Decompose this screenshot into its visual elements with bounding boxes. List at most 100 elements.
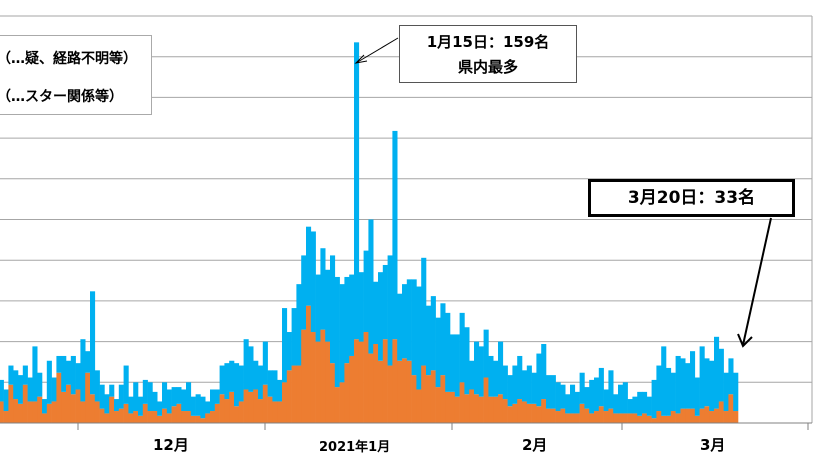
bar-segment-unknown-route [555,411,561,423]
bar-segment-unknown-route [406,360,412,423]
bar-segment-unknown-route [70,394,76,423]
bar-segment-unknown-route [282,382,288,423]
arrowhead-latest [737,333,753,348]
bar-segment-unknown-route [598,406,604,423]
bar-segment-cluster [66,360,72,385]
bar-segment-cluster [406,279,412,361]
bar-segment-cluster [411,279,417,376]
bar-segment-cluster [210,389,216,412]
bar-segment-cluster [661,346,667,416]
bar-segment-unknown-route [214,403,220,423]
bar-segment-cluster [450,334,456,392]
bar-segment-cluster [656,365,662,412]
annotation-latest: 3月20日：33名 [588,179,795,217]
bar-segment-unknown-route [498,394,504,423]
bar-segment-unknown-route [18,403,24,423]
bar-segment-cluster [171,387,177,407]
bar-segment-unknown-route [166,413,172,423]
bar-segment-cluster [37,372,43,397]
bar-segment-cluster [430,296,436,371]
bar-segment-unknown-route [248,391,254,423]
bar-segment-unknown-route [474,394,480,423]
bar-segment-cluster [306,226,312,306]
bar-segment-cluster [469,360,475,390]
bar-segment-unknown-route [570,413,576,423]
bar-segment-unknown-route [435,387,441,423]
bar-segment-unknown-route [378,360,384,423]
bar-segment-cluster [522,370,528,402]
bar-segment-unknown-route [229,391,235,423]
bar-segment-unknown-route [517,399,523,423]
bar-segment-cluster [445,312,451,392]
bar-segment-unknown-route [291,365,297,423]
bar-segment-unknown-route [709,411,715,423]
bar-segment-cluster [459,312,465,383]
bar-segment-unknown-route [8,384,14,423]
bar-segment-cluster [301,255,307,330]
bar-segment-cluster [541,343,547,400]
bar-segment-cluster [22,365,28,385]
bar-segment-cluster [176,387,182,404]
bar-segment-cluster [277,379,283,402]
bar-segment-unknown-route [310,332,316,423]
bar-segment-unknown-route [123,403,129,423]
bar-segment-cluster [128,396,134,414]
bar-segment-unknown-route [541,399,547,423]
bar-segment-cluster [190,396,196,416]
bar-segment-cluster [622,382,628,414]
bar-segment-unknown-route [656,411,662,423]
bar-segment-cluster [46,360,52,404]
bar-segment-unknown-route [142,403,148,423]
bar-segment-cluster [550,375,556,409]
bar-segment-unknown-route [733,411,739,423]
bar-segment-cluster [512,365,518,404]
bar-segment-cluster [3,389,9,412]
bar-segment-cluster [435,317,441,388]
bar-segment-cluster [402,284,408,359]
bar-segment-cluster [493,360,499,397]
bar-segment-unknown-route [464,394,470,423]
bar-segment-unknown-route [579,403,585,423]
bar-segment-cluster [378,272,384,361]
bar-segment-cluster [99,384,105,409]
bar-segment-cluster [714,336,720,409]
arrowhead-peak [354,54,368,64]
bar-segment-cluster [80,339,86,402]
bar-segment-unknown-route [118,408,124,423]
bar-segment-unknown-route [46,403,52,423]
bar-segment-unknown-route [670,411,676,423]
bar-segment-unknown-route [704,406,710,423]
bar-segment-cluster [570,384,576,414]
bar-segment-unknown-route [42,413,48,423]
bar-segment-cluster [253,360,259,390]
bar-segment-unknown-route [176,403,182,423]
bar-segment-unknown-route [589,413,595,423]
bar-segment-cluster [109,384,115,397]
bar-segment-cluster [728,358,734,395]
bar-segment-cluster [325,269,331,342]
bar-segment-cluster [90,291,96,395]
bar-segment-cluster [632,396,638,414]
x-tick-label-jan: 2021年1月 [319,440,391,455]
bar-segment-unknown-route [99,408,105,423]
bar-segment-unknown-route [550,408,556,423]
bar-segment-cluster [421,257,427,366]
bar-segment-cluster [526,365,532,404]
bar-segment-cluster [0,379,4,402]
bar-segment-unknown-route [157,415,163,423]
bar-segment-unknown-route [210,411,216,423]
bar-segment-cluster [670,372,676,412]
bar-segment-cluster [368,219,374,354]
bar-segment-unknown-route [3,411,9,423]
bar-segment-cluster [157,401,163,416]
bar-segment-cluster [517,355,523,400]
bar-segment-unknown-route [277,401,283,423]
bar-segment-unknown-route [718,401,724,423]
bar-segment-cluster [27,377,33,402]
bar-segment-cluster [478,346,484,397]
bar-segment-cluster [262,341,268,385]
bar-segment-cluster [32,346,38,402]
bar-segment-unknown-route [402,358,408,423]
bar-segment-unknown-route [714,408,720,423]
